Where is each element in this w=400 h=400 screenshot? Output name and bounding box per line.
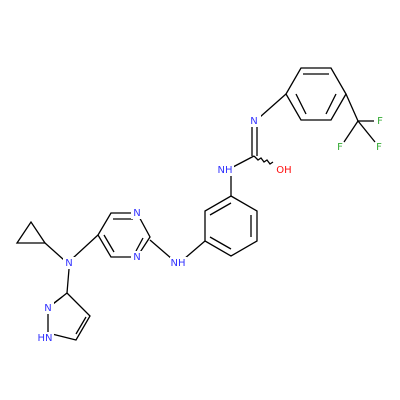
atom-label: N [133,208,140,219]
bonds [15,67,376,341]
atom-label: N [44,303,51,314]
atom-labels: N OH NH F F F N N NH N N HN [36,115,383,344]
atom-label: NH [171,258,186,269]
atom-label: F [337,142,343,153]
atom-label: NH [218,165,233,176]
atom-label: N [65,258,72,269]
atom-label: N [133,252,140,263]
atom-label: F [377,116,383,127]
atom-label: OH [276,165,291,176]
atom-label: HN [38,333,53,344]
atom-label: F [376,142,382,153]
atom-label: N [250,116,257,127]
